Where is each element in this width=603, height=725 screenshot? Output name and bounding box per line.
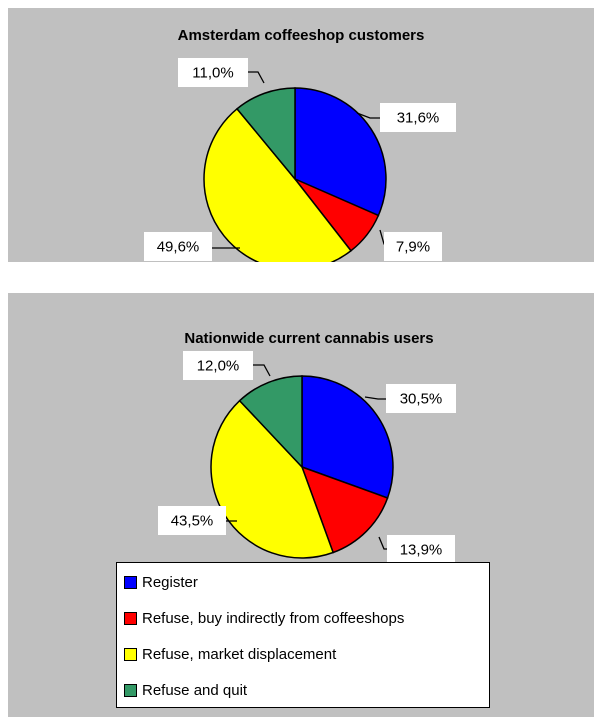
data-label-box <box>144 232 212 261</box>
pie-slice-1 <box>294 87 387 217</box>
legend-swatch <box>124 612 137 625</box>
pie-slice-2 <box>300 465 389 554</box>
data-label: 11,0% <box>192 65 233 82</box>
chart-panel-amsterdam: Amsterdam coffeeshop customers 31,6% 7,9%… <box>8 8 594 262</box>
data-label: 43,5% <box>171 513 214 530</box>
chart-title: Amsterdam coffeeshop customers <box>178 27 425 44</box>
pie-chart-amsterdam: Amsterdam coffeeshop customers 31,6% 7,9%… <box>144 27 456 262</box>
chart-panel-nationwide: Nationwide current cannabis users 30,5% 1… <box>8 293 594 717</box>
data-label: 31,6% <box>397 110 440 127</box>
legend-label: Refuse and quit <box>142 682 248 699</box>
pie-chart-nationwide: Nationwide current cannabis users 30,5% 1… <box>158 330 456 564</box>
data-label-box <box>386 384 456 413</box>
leader-line <box>356 112 380 119</box>
pie-slice-4 <box>238 375 303 469</box>
legend-item-refuse-quit: Refuse and quit <box>124 677 489 704</box>
leader-line <box>364 396 386 400</box>
legend-item-register: Register <box>124 569 489 596</box>
data-label: 7,9% <box>396 239 430 256</box>
pie-slice-1 <box>301 375 394 499</box>
chart-title: Nationwide current cannabis users <box>184 330 433 347</box>
legend-swatch <box>124 648 137 661</box>
pie-slice-3 <box>203 107 353 262</box>
chart-legend: Register Refuse, buy indirectly from cof… <box>116 562 490 708</box>
data-label: 30,5% <box>400 391 443 408</box>
data-label-box <box>178 58 248 87</box>
legend-label: Refuse, buy indirectly from coffeeshops <box>142 610 405 627</box>
data-label-box <box>380 103 456 132</box>
legend-item-refuse-indirect: Refuse, buy indirectly from coffeeshops <box>124 605 489 632</box>
legend-item-refuse-displacement: Refuse, market displacement <box>124 641 489 668</box>
data-label: 13,9% <box>400 542 443 559</box>
data-label-box <box>384 232 442 261</box>
data-label-box <box>158 506 226 535</box>
legend-swatch <box>124 684 137 697</box>
data-label: 49,6% <box>157 239 200 256</box>
data-label: 12,0% <box>197 358 240 375</box>
legend-swatch <box>124 576 137 589</box>
leader-line <box>253 364 271 377</box>
data-label-box <box>387 535 455 564</box>
leader-line <box>248 71 265 84</box>
legend-label: Register <box>142 574 198 591</box>
legend-label: Refuse, market displacement <box>142 646 337 663</box>
data-label-box <box>183 351 253 380</box>
pie-slice-4 <box>235 87 296 182</box>
leader-line <box>378 536 387 550</box>
